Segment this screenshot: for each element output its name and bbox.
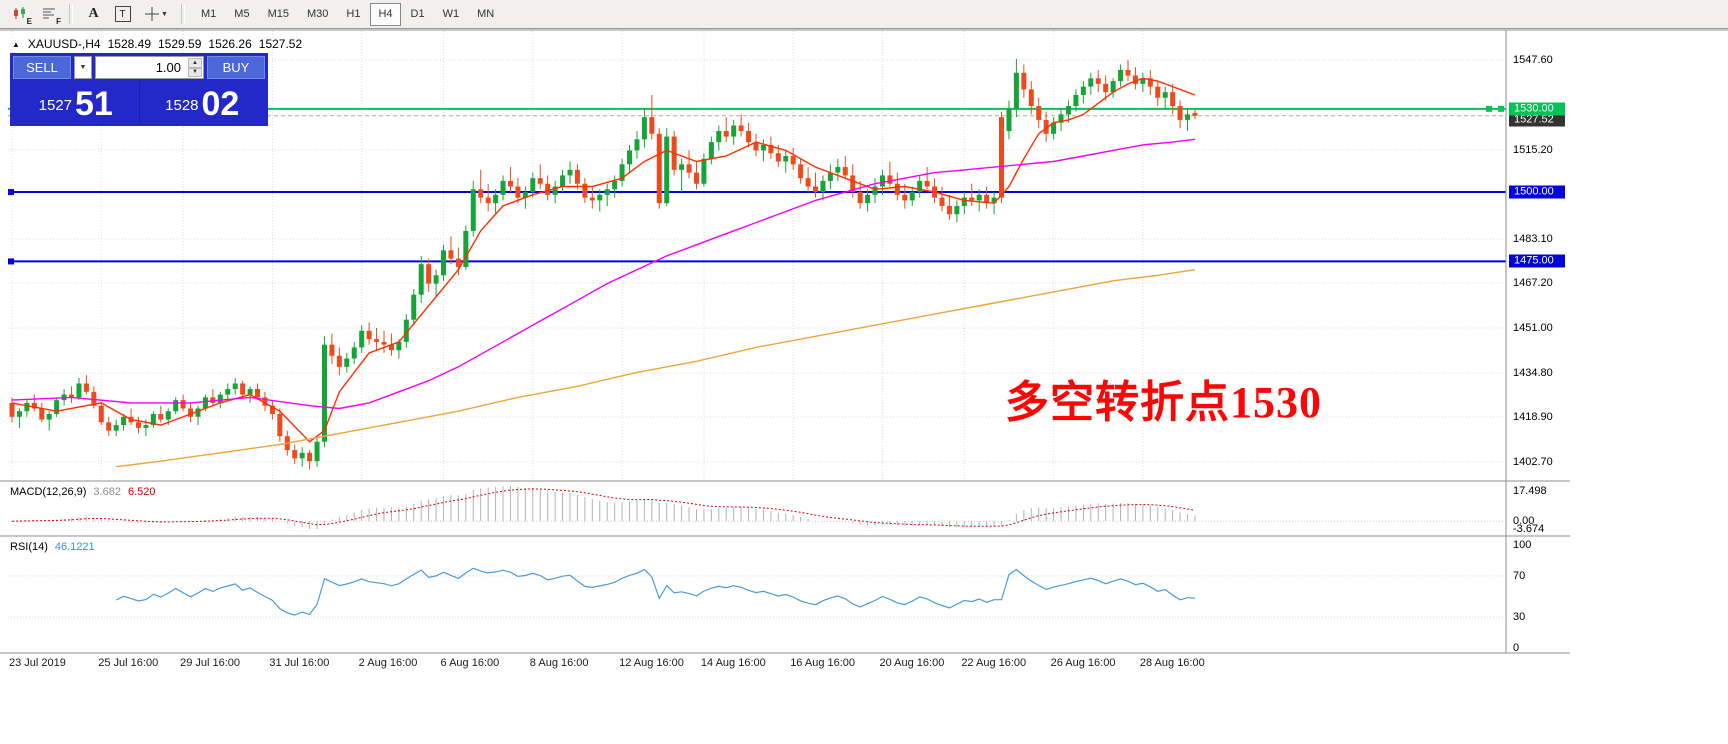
rsi-label: RSI(14) 46.1221 xyxy=(10,541,95,553)
macd-name: MACD(12,26,9) xyxy=(10,486,87,498)
time-axis-label: 2 Aug 16:00 xyxy=(358,657,418,669)
time-axis-label: 14 Aug 16:00 xyxy=(700,657,766,669)
buy-price-small: 1528 xyxy=(165,97,199,114)
crosshair-icon xyxy=(145,7,160,21)
sell-price-big: 51 xyxy=(75,85,113,124)
volume-spinner: ▲ ▼ xyxy=(188,58,202,77)
timeframe-button-m1[interactable]: M1 xyxy=(201,8,217,20)
text-tool-button[interactable]: A xyxy=(80,2,107,26)
ohlc-low: 1526.26 xyxy=(208,37,252,51)
dropdown-caret-icon: ▼ xyxy=(161,10,168,18)
timeframe-button-h1[interactable]: H1 xyxy=(346,8,361,20)
macd-signal-value: 6.520 xyxy=(127,486,156,498)
timeframe-button-w1[interactable]: W1 xyxy=(442,8,460,20)
ohlc-close: 1527.52 xyxy=(258,37,303,51)
macd-signal-line xyxy=(11,488,1196,527)
buy-button[interactable]: BUY xyxy=(207,56,265,79)
volume-field-wrap: ▲ ▼ xyxy=(95,56,204,79)
buy-price-big: 02 xyxy=(201,85,240,124)
timeframe-button-m30[interactable]: M30 xyxy=(306,8,329,20)
toolbar-separator xyxy=(69,4,73,24)
hline-handle[interactable] xyxy=(8,258,14,265)
text-label-tool-icon: T xyxy=(114,6,131,22)
time-axis-label: 29 Jul 16:00 xyxy=(180,657,241,669)
ohlc-high: 1529.59 xyxy=(158,37,202,51)
ma-fast-line xyxy=(11,77,1196,443)
sell-price[interactable]: 1527 51 xyxy=(13,81,140,123)
text-label-tool-button[interactable]: T xyxy=(109,2,136,26)
ohlc-open: 1528.49 xyxy=(107,37,151,51)
rsi-line xyxy=(115,567,1196,616)
indicator-lines-icon xyxy=(42,8,55,19)
chart-header: ▲ XAUUSD-,H4 1528.49 1529.59 1526.26 152… xyxy=(12,37,302,51)
time-axis-label: 8 Aug 16:00 xyxy=(529,657,589,669)
hline-handle[interactable] xyxy=(1486,105,1492,112)
toolbar-separator xyxy=(181,4,185,24)
toolbar: E F A T ▼ M1 M5 M15 M30 H1 H4 D1 W1 MN xyxy=(0,0,1728,29)
oct-collapse-icon[interactable]: ▲ xyxy=(12,39,20,49)
time-axis-label: 12 Aug 16:00 xyxy=(619,657,684,669)
time-axis: 23 Jul 2019 25 Jul 16:00 29 Jul 16:00 31 Ju… xyxy=(0,657,1728,673)
chart-annotation-text: 多空转折点1530 xyxy=(1005,378,1322,427)
timeframe-button-m5[interactable]: M5 xyxy=(234,8,250,20)
ma-mid-line xyxy=(11,138,1196,410)
macd-main-value: 3.682 xyxy=(93,486,121,498)
gridlines xyxy=(8,31,1506,479)
sell-button[interactable]: SELL xyxy=(13,56,71,79)
crosshair-tool-button[interactable]: ▼ xyxy=(138,2,174,26)
volume-increment-button[interactable]: ▲ xyxy=(188,58,202,68)
time-axis-label: 28 Aug 16:00 xyxy=(1139,657,1205,669)
timeframe-button-d1[interactable]: D1 xyxy=(410,8,425,20)
time-axis-label: 20 Aug 16:00 xyxy=(879,657,945,669)
candlesticks xyxy=(9,58,1198,470)
one-click-trading-panel: SELL ▼ ▲ ▼ BUY 1527 51 1528 02 xyxy=(10,53,268,126)
timeframe-button-h4[interactable]: H4 xyxy=(370,2,401,26)
sub-letter-f: F xyxy=(56,17,61,26)
hline-handle[interactable] xyxy=(1498,105,1504,112)
hline-handle[interactable] xyxy=(8,189,14,196)
time-axis-label: 23 Jul 2019 xyxy=(9,657,66,669)
volume-input[interactable] xyxy=(96,59,203,76)
time-axis-label: 26 Aug 16:00 xyxy=(1050,657,1116,669)
sell-price-small: 1527 xyxy=(38,97,73,114)
time-axis-label: 22 Aug 16:00 xyxy=(961,657,1027,669)
timeframe-button-m15[interactable]: M15 xyxy=(267,8,289,20)
timeframe-button-mn[interactable]: MN xyxy=(477,8,495,20)
rsi-name: RSI(14) xyxy=(10,541,48,553)
volume-dropdown[interactable]: ▼ xyxy=(74,56,92,79)
time-axis-label: 16 Aug 16:00 xyxy=(790,657,856,669)
buy-price[interactable]: 1528 02 xyxy=(140,81,266,123)
text-tool-icon: A xyxy=(88,6,99,21)
chart-template-e-button[interactable]: E xyxy=(6,2,33,26)
rsi-value: 46.1221 xyxy=(54,541,95,553)
macd-label: MACD(12,26,9) 3.682 6.520 xyxy=(10,486,155,498)
time-axis-label: 25 Jul 16:00 xyxy=(98,657,159,669)
candlestick-chart-icon xyxy=(13,7,25,19)
timeframe-group: M1 M5 M15 M30 H1 H4 D1 W1 MN xyxy=(192,2,503,26)
volume-decrement-button[interactable]: ▼ xyxy=(188,67,202,77)
time-axis-label: 31 Jul 16:00 xyxy=(269,657,330,669)
indicator-list-f-button[interactable]: F xyxy=(35,2,62,26)
symbol-period-label: XAUUSD-,H4 xyxy=(27,37,101,51)
sub-letter-e: E xyxy=(26,17,32,26)
time-axis-label: 6 Aug 16:00 xyxy=(440,657,500,669)
ma-slow-line xyxy=(116,269,1196,468)
